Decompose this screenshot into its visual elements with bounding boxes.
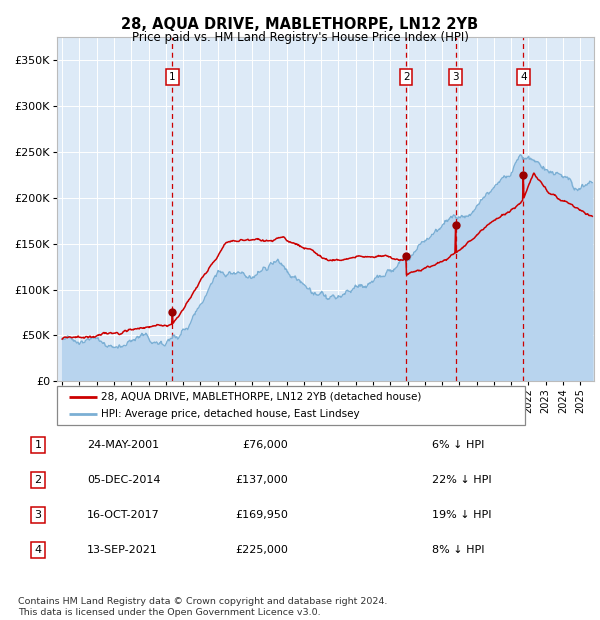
Text: 28, AQUA DRIVE, MABLETHORPE, LN12 2YB (detached house): 28, AQUA DRIVE, MABLETHORPE, LN12 2YB (d… xyxy=(101,392,422,402)
Text: £169,950: £169,950 xyxy=(236,510,289,520)
FancyBboxPatch shape xyxy=(57,386,525,425)
Text: 6% ↓ HPI: 6% ↓ HPI xyxy=(433,440,485,450)
Text: 05-DEC-2014: 05-DEC-2014 xyxy=(87,475,160,485)
Text: 3: 3 xyxy=(452,72,459,82)
Text: £225,000: £225,000 xyxy=(236,545,289,555)
Text: 2: 2 xyxy=(34,475,41,485)
Text: HPI: Average price, detached house, East Lindsey: HPI: Average price, detached house, East… xyxy=(101,409,360,419)
Text: 2: 2 xyxy=(403,72,409,82)
Text: 8% ↓ HPI: 8% ↓ HPI xyxy=(433,545,485,555)
Text: 22% ↓ HPI: 22% ↓ HPI xyxy=(433,475,492,485)
Text: 4: 4 xyxy=(34,545,41,555)
Text: 28, AQUA DRIVE, MABLETHORPE, LN12 2YB: 28, AQUA DRIVE, MABLETHORPE, LN12 2YB xyxy=(121,17,479,32)
Text: 1: 1 xyxy=(169,72,176,82)
Text: 24-MAY-2001: 24-MAY-2001 xyxy=(87,440,159,450)
Text: 19% ↓ HPI: 19% ↓ HPI xyxy=(433,510,492,520)
Text: 3: 3 xyxy=(34,510,41,520)
Text: £76,000: £76,000 xyxy=(243,440,289,450)
Text: £137,000: £137,000 xyxy=(236,475,289,485)
Text: Contains HM Land Registry data © Crown copyright and database right 2024.
This d: Contains HM Land Registry data © Crown c… xyxy=(18,598,388,617)
Text: 16-OCT-2017: 16-OCT-2017 xyxy=(87,510,160,520)
Text: 1: 1 xyxy=(34,440,41,450)
Text: Price paid vs. HM Land Registry's House Price Index (HPI): Price paid vs. HM Land Registry's House … xyxy=(131,31,469,44)
Text: 13-SEP-2021: 13-SEP-2021 xyxy=(87,545,158,555)
Text: 4: 4 xyxy=(520,72,527,82)
